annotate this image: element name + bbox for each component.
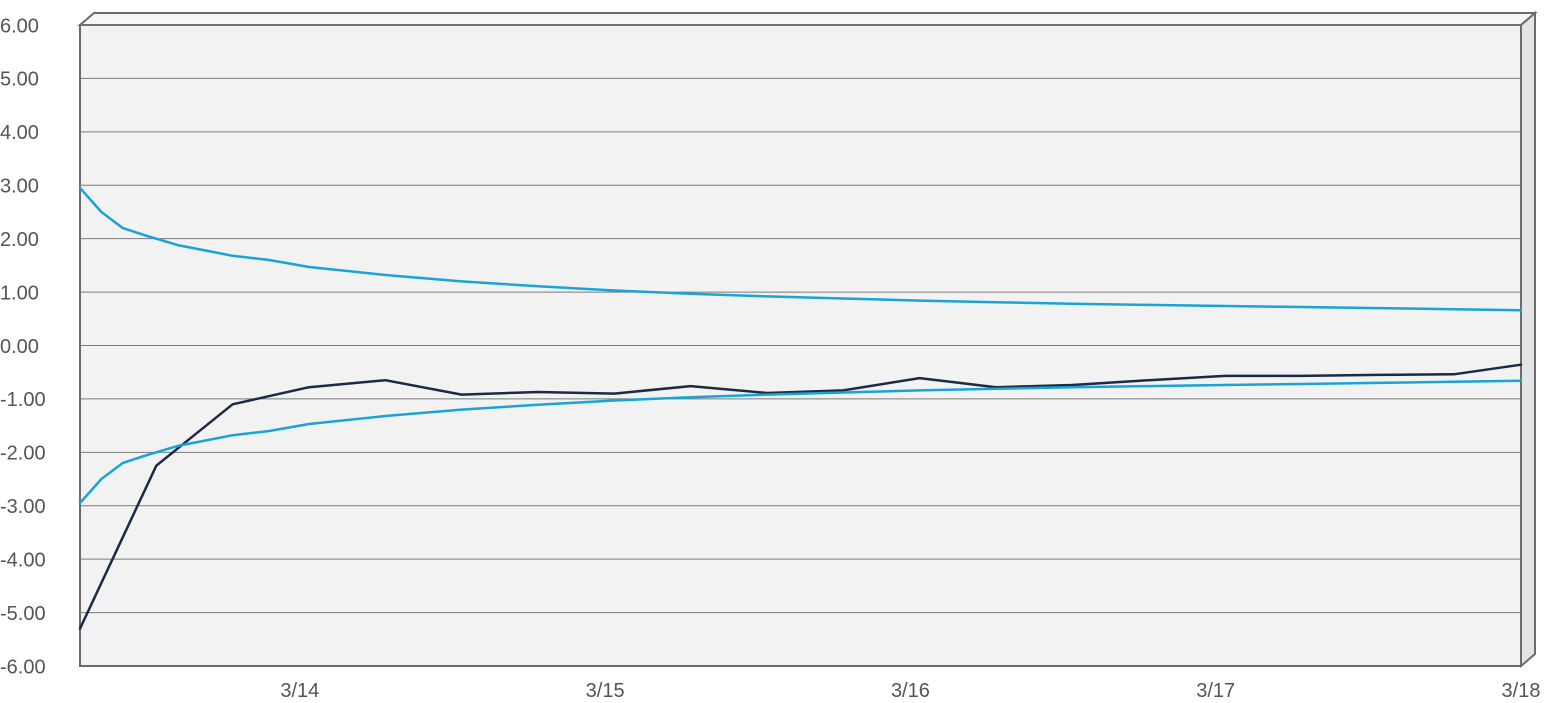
series-lines <box>78 186 1523 630</box>
x-tick-label: 3/14 <box>280 680 319 702</box>
y-tick-label: -4.00 <box>0 549 46 571</box>
y-tick-label: 4.00 <box>0 122 39 144</box>
y-tick-label: 2.00 <box>0 229 39 251</box>
plot-top-bevel <box>77 12 1538 26</box>
y-tick-label: 1.00 <box>0 282 39 304</box>
series-line-1 <box>78 363 1523 630</box>
grid-lines <box>80 24 1521 614</box>
series-line-3 <box>78 379 1523 505</box>
series-line-2 <box>78 186 1523 312</box>
x-tick-label: 3/17 <box>1196 680 1235 702</box>
y-tick-label: 3.00 <box>0 176 39 198</box>
y-tick-label: 5.00 <box>0 69 39 91</box>
y-tick-label: -2.00 <box>0 443 46 465</box>
plot-right-bevel <box>1520 10 1536 669</box>
y-tick-label: -3.00 <box>0 496 46 518</box>
y-tick-label: -5.00 <box>0 603 46 625</box>
y-axis: 6.00 5.00 4.00 3.00 2.00 1.00 0.00 -1.00 -2.00 -3… <box>0 15 46 678</box>
y-tick-label: -1.00 <box>0 389 46 411</box>
y-tick-label: -6.00 <box>0 656 46 678</box>
x-tick-label: 3/18 <box>1502 680 1541 702</box>
y-tick-label: 6.00 <box>0 15 39 37</box>
x-tick-label: 3/16 <box>891 680 930 702</box>
x-tick-label: 3/15 <box>586 680 625 702</box>
plot-frame <box>77 10 1538 669</box>
y-tick-label: 0.00 <box>0 336 39 358</box>
x-axis: 3/14 3/15 3/16 3/17 3/18 <box>280 680 1540 702</box>
